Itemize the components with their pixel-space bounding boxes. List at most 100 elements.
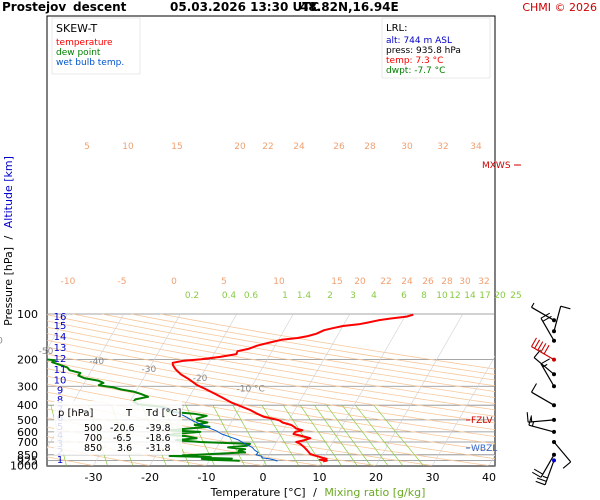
dry-adiabat-label: 28 <box>441 277 453 287</box>
dry-adiabat-line <box>47 375 495 452</box>
wind-barb <box>552 440 572 469</box>
temperature-tick-label: 0 <box>260 471 267 484</box>
wind-barb <box>531 302 556 323</box>
levels-table: p [hPa] T Td [°C] 500 -20.6 -39.8 700 -6… <box>54 401 182 455</box>
pressure-tick-label: 600 <box>17 426 38 439</box>
wind-barb <box>552 305 571 334</box>
header-datetime: 05.03.2026 13:30 UTC <box>170 0 319 14</box>
altitude-tick-label: 9 <box>57 385 63 396</box>
mixing-ratio-line <box>326 405 371 466</box>
wind-barb-staff <box>528 419 555 423</box>
wind-barb <box>540 358 556 389</box>
legend-title: SKEW-T <box>56 22 98 35</box>
lrl-dwpt: dwpt: -7.7 °C <box>386 66 445 76</box>
wind-barb-half-feather <box>542 475 548 479</box>
legend-temperature: temperature <box>56 38 113 48</box>
mixing-ratio-line <box>261 405 299 466</box>
isotherm-label: -20 <box>193 374 208 384</box>
temperature-tick-label: 40 <box>482 471 496 484</box>
temperature-tick-label: 30 <box>426 471 440 484</box>
wind-barb-dot <box>552 458 556 463</box>
altitude-tick-label: 16 <box>54 312 67 323</box>
wind-barb-dot <box>552 372 556 377</box>
table-row-2-p: 850 <box>84 443 102 454</box>
y-title-sep: / <box>2 235 15 239</box>
mixing-ratio-label: 14 <box>464 291 476 301</box>
header-mode: descent <box>73 0 127 14</box>
wind-barb-feather <box>536 477 547 482</box>
mixing-ratio-line <box>185 405 215 466</box>
pressure-tick-label: 100 <box>17 308 38 321</box>
dry-adiabat-label: 24 <box>401 277 413 287</box>
wind-barb <box>535 458 556 486</box>
lrl-frame <box>381 17 491 79</box>
wind-barb-dot <box>552 429 556 434</box>
wind-barb-dot <box>552 318 556 323</box>
wind-barb-dot <box>552 384 556 389</box>
dry-adiabat-label: 5 <box>84 142 90 152</box>
dry-adiabat-label: 20 <box>354 277 366 287</box>
wind-barb-staff <box>531 346 555 361</box>
mixing-ratio-label: 0.2 <box>185 291 199 301</box>
wind-barb-feather <box>531 383 537 393</box>
dry-adiabat-label: 20 <box>234 142 246 152</box>
altitude-tick-label: 15 <box>54 321 67 332</box>
dry-adiabat-line <box>47 360 495 437</box>
y-title-pressure: Pressure [hPa] <box>2 247 15 326</box>
pressure-tick-label: 700 <box>17 436 38 449</box>
isotherm-line <box>47 313 125 449</box>
isotherm-label: -50 <box>39 347 54 357</box>
altitude-tick-label: 12 <box>54 354 67 365</box>
mixing-ratio-line <box>373 404 424 466</box>
wind-barb-dot <box>552 357 556 362</box>
wind-barb-feather <box>534 339 541 349</box>
lrl-temp: temp: 7.3 °C <box>386 56 443 66</box>
temperature-curve <box>171 313 414 463</box>
wind-barb-staff <box>540 363 555 387</box>
lrl-press: press: 935.8 hPa <box>386 46 461 56</box>
pressure-tick-label: 1000 <box>10 460 38 473</box>
mixing-ratio-label: 8 <box>421 291 427 301</box>
mixing-ratio-label: 4 <box>371 291 377 301</box>
dry-adiabat-label: 26 <box>422 277 434 287</box>
legend-box <box>51 17 141 75</box>
dry-adiabat-label: 32 <box>437 142 448 152</box>
y-title-altitude: Altitude [km] <box>2 156 15 228</box>
dry-adiabat-line <box>47 326 495 404</box>
dry-adiabat-label: 24 <box>293 142 305 152</box>
wind-barb-feather <box>537 341 544 351</box>
markers: MXWS FZLV WBZL <box>466 161 521 454</box>
dry-adiabat-line <box>47 368 495 445</box>
dry-adiabat-line <box>102 313 495 381</box>
dry-adiabat-line <box>47 353 495 431</box>
isotherm-line <box>319 313 407 466</box>
wind-barb-staff <box>553 306 562 332</box>
wind-barb-dot <box>552 452 556 457</box>
altitude-tick-label: 1 <box>57 455 63 466</box>
table-row-2-td: -31.8 <box>146 443 171 454</box>
dry-adiabat-label: 30 <box>401 142 413 152</box>
lrl-box: LRL: alt: 744 m ASL press: 935.8 hPa tem… <box>381 17 491 79</box>
mixing-ratio-label: 6 <box>401 291 407 301</box>
wind-barb-staff <box>540 317 555 342</box>
x-title-sep: / <box>313 486 317 499</box>
lrl-alt: alt: 744 m ASL <box>386 36 452 46</box>
wind-barb-staff <box>533 357 555 375</box>
dry-adiabat-label: 34 <box>470 142 482 152</box>
altitude-tick-label: 13 <box>54 343 67 354</box>
wind-barb <box>531 383 556 408</box>
mixing-ratio-label: 20 <box>494 291 506 301</box>
table-header-p: p [hPa] <box>58 408 93 419</box>
wind-barb-staff <box>553 441 572 463</box>
dry-adiabat-line <box>47 383 495 460</box>
table-row-0-td: -39.8 <box>146 423 171 434</box>
wind-barb <box>531 337 556 362</box>
wind-barb-staff <box>531 391 555 406</box>
legend-dewpoint: dew point <box>56 48 101 58</box>
mxws-label: MXWS <box>482 161 511 171</box>
wind-barb-feather <box>535 480 546 486</box>
wind-barb-feather <box>540 358 550 365</box>
dry-adiabat-line <box>47 320 495 398</box>
wind-barb-staff <box>540 454 555 478</box>
mixing-ratio-label: 25 <box>510 291 521 301</box>
